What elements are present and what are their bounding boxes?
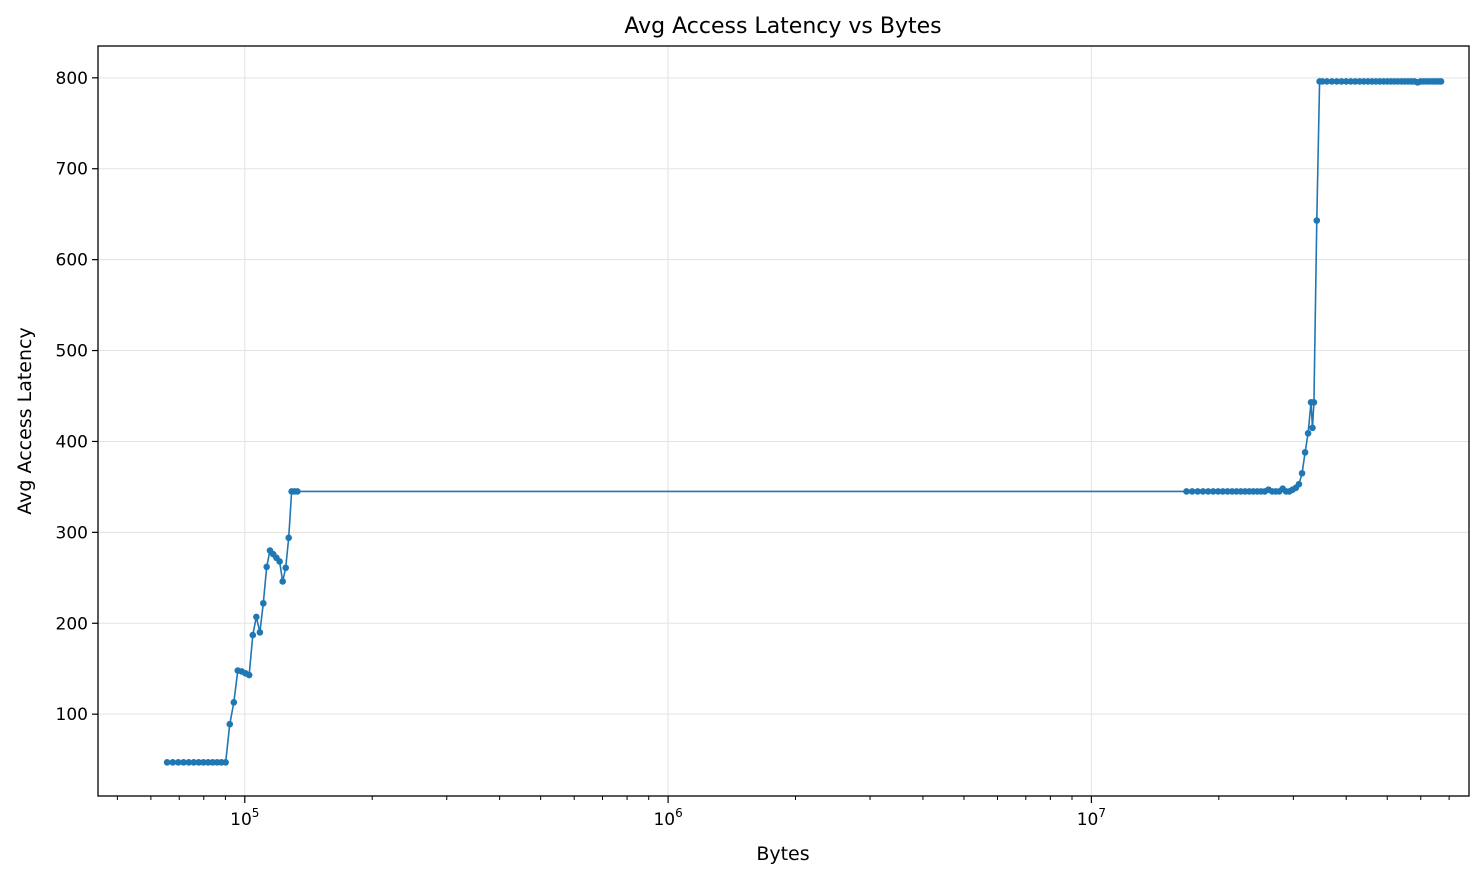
data-point (1224, 488, 1231, 495)
data-point (1323, 78, 1331, 85)
x-tick-label: 107 (1077, 806, 1106, 830)
chart-title: Avg Access Latency vs Bytes (624, 14, 941, 39)
series-group (163, 78, 1445, 766)
data-point (1298, 469, 1306, 477)
data-point (245, 671, 253, 679)
data-point (1295, 480, 1303, 488)
data-point (256, 629, 264, 636)
data-point (230, 699, 238, 706)
data-point (1183, 488, 1190, 495)
data-point (222, 759, 229, 766)
data-point (249, 631, 257, 639)
data-point (1204, 488, 1212, 495)
data-point (1437, 78, 1445, 85)
data-point (276, 558, 283, 565)
y-tick-label: 800 (56, 69, 88, 89)
data-point (1194, 488, 1201, 495)
data-point (1328, 78, 1336, 85)
x-tick-base: 10 (653, 810, 675, 830)
data-point (163, 759, 171, 766)
data-point (1188, 488, 1196, 495)
data-point (200, 759, 207, 766)
y-tick-label: 500 (56, 342, 88, 362)
x-tick-label: 106 (653, 806, 682, 830)
y-tick-label: 400 (56, 432, 88, 452)
x-tick-exponent: 7 (1098, 806, 1106, 820)
x-tick-label: 105 (230, 806, 259, 830)
data-point (185, 759, 193, 766)
y-axis-title: Avg Access Latency (14, 327, 36, 514)
x-tick-exponent: 5 (252, 806, 260, 820)
data-point (190, 759, 198, 766)
data-point (1219, 488, 1227, 495)
data-point (169, 759, 177, 766)
data-point (1319, 78, 1326, 85)
data-point (285, 534, 293, 542)
y-axis-ticks: 100 200 300 400 500 600 700 800 (56, 69, 98, 725)
x-axis-ticks: 105 106 107 (116, 796, 1450, 830)
y-tick-label: 700 (56, 160, 88, 180)
x-tick-base: 10 (1077, 810, 1099, 830)
data-point (195, 759, 202, 766)
data-point (263, 563, 270, 571)
data-point (1342, 78, 1350, 85)
x-tick-exponent: 6 (675, 806, 683, 820)
data-point (1338, 78, 1345, 85)
gridlines (98, 46, 1469, 796)
data-point (1301, 449, 1309, 456)
data-point (204, 759, 212, 766)
x-axis-title: Bytes (756, 843, 809, 865)
data-point (1309, 424, 1316, 432)
data-point (226, 720, 234, 728)
plot-frame (97, 45, 1470, 797)
data-point (279, 578, 286, 585)
data-point (1199, 488, 1207, 495)
data-point (1333, 78, 1341, 85)
data-point (1209, 488, 1217, 495)
x-tick-base: 10 (230, 810, 252, 830)
y-tick-label: 100 (56, 705, 88, 725)
y-tick-label: 200 (56, 614, 88, 634)
y-tick-label: 300 (56, 523, 88, 543)
data-point (294, 488, 301, 495)
data-point (253, 613, 260, 621)
data-point (1310, 399, 1318, 406)
data-point (1214, 488, 1222, 495)
data-point (282, 564, 290, 572)
data-point (174, 759, 182, 766)
data-point (180, 759, 187, 766)
data-point (1304, 429, 1312, 437)
data-point (1313, 217, 1321, 224)
y-tick-label: 600 (56, 251, 88, 271)
data-point (260, 599, 267, 607)
